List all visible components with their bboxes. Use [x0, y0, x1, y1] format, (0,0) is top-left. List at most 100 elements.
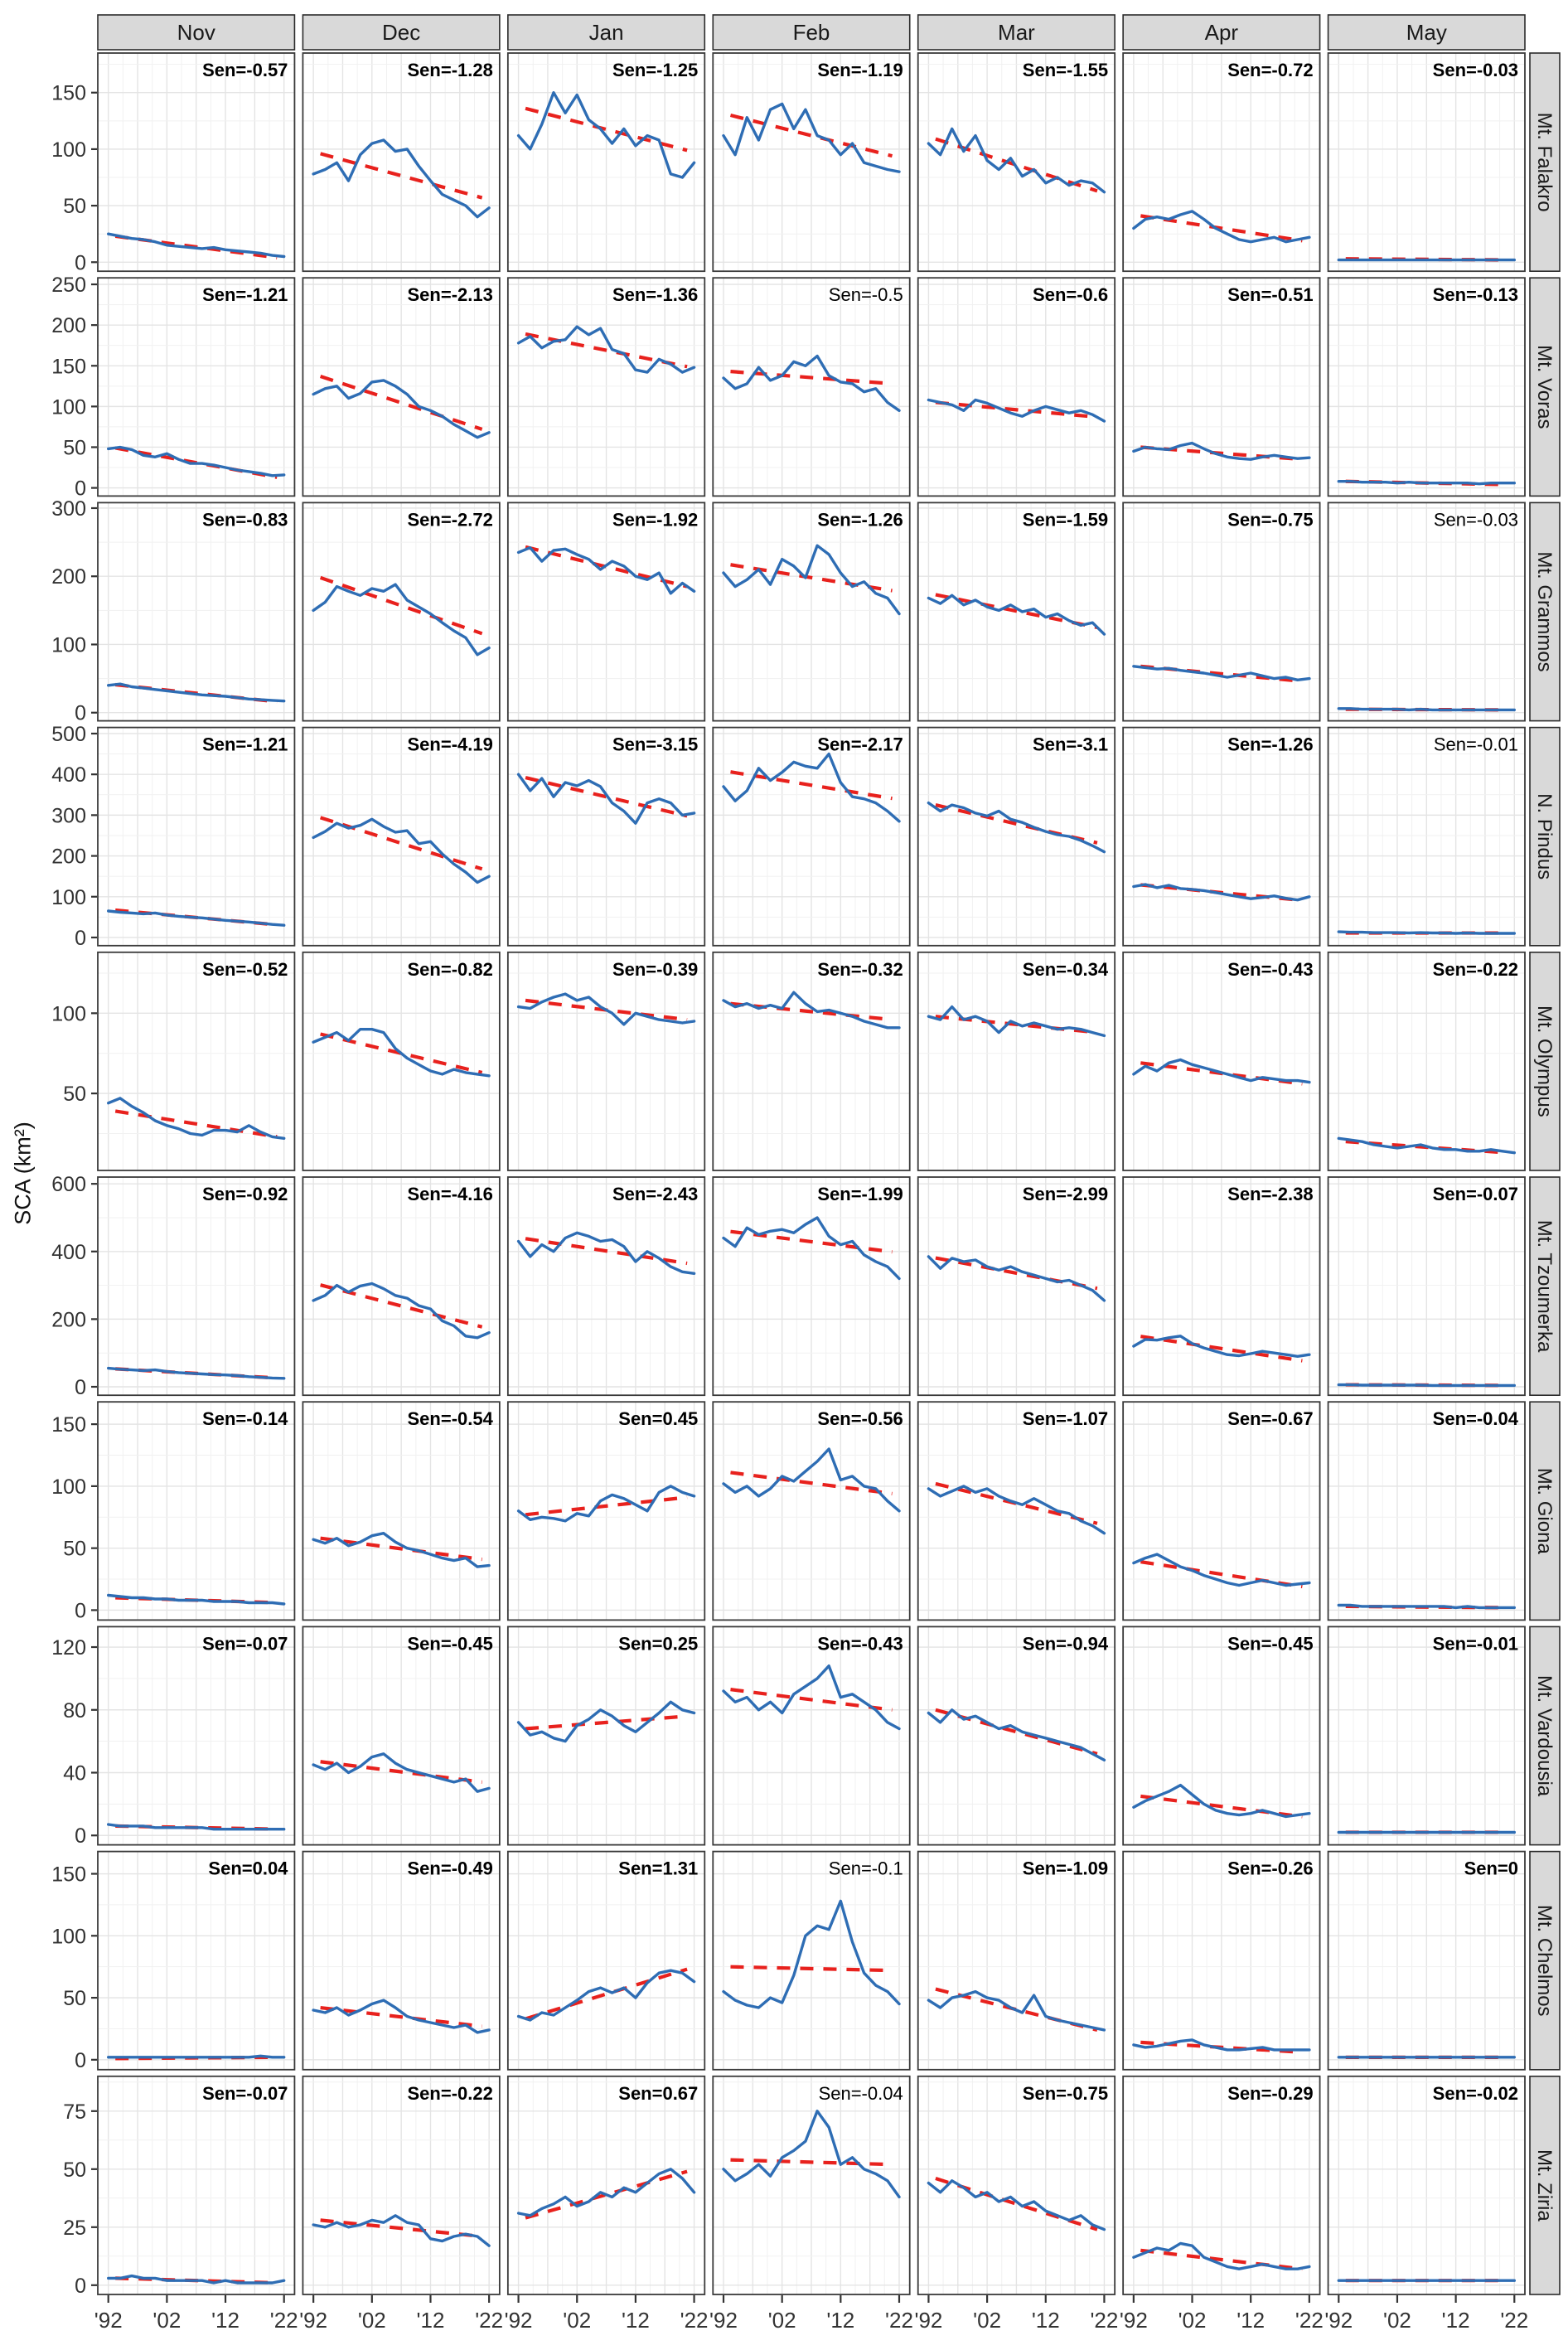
sca-series-line	[722, 2110, 901, 2199]
x-tick-label: '92	[94, 2308, 123, 2333]
sen-slope-label: Sen=-1.09	[1023, 1858, 1108, 1879]
sca-series-line	[106, 682, 286, 703]
sen-slope-label: Sen=-1.59	[1023, 509, 1108, 530]
y-tick-label: 100	[51, 1002, 86, 1025]
sen-slope-label: Sen=-1.28	[408, 60, 493, 80]
x-tick-label: '22	[885, 2308, 913, 2333]
trend-line	[320, 2005, 482, 2028]
facet-mt-chelmos-apr: Sen=-0.26	[1122, 1850, 1321, 2071]
sca-series-line	[106, 2274, 286, 2285]
facet-mt-olympus-dec: Sen=-0.82	[302, 951, 501, 1171]
facet-mt-tzoumerka-may: Sen=-0.07	[1327, 1176, 1526, 1397]
sen-slope-label: Sen=-1.26	[1227, 734, 1313, 755]
y-tick-label: 200	[51, 1308, 86, 1331]
sen-slope-label: Sen=0	[1464, 1858, 1518, 1879]
x-tick-label: '02	[973, 2308, 1001, 2333]
facet-mt-voras-nov: Sen=-1.21	[97, 277, 296, 497]
facet-mt-giona-apr: Sen=-0.67	[1122, 1401, 1321, 1621]
sca-series-line	[722, 1447, 901, 1513]
facet-mt-vardousia-dec: Sen=-0.45	[302, 1626, 501, 1846]
sca-series-line	[722, 1899, 901, 2009]
row-strip-label: Mt. Olympus	[1533, 1005, 1556, 1117]
facet-mt-voras-dec: Sen=-2.13	[302, 277, 501, 497]
sen-slope-label: Sen=-0.26	[1227, 1858, 1313, 1879]
facet-mt-chelmos-dec: Sen=-0.49	[302, 1850, 501, 2071]
sca-series-line	[1132, 1335, 1311, 1359]
y-tick-label: 75	[63, 2100, 86, 2124]
y-tick-label: 150	[51, 1863, 86, 1887]
y-tick-label: 200	[51, 314, 86, 337]
facet-n-pindus-nov: Sen=-1.21	[97, 726, 296, 947]
trend-line	[525, 776, 688, 818]
facet-mt-falakro-may: Sen=-0.03	[1327, 52, 1526, 273]
sca-series-line	[106, 1097, 286, 1141]
trend-line	[319, 575, 483, 636]
facet-mt-grammos-nov: Sen=-0.83	[97, 501, 296, 722]
column-strip-feb: Feb	[712, 14, 911, 51]
x-tick-label: '12	[1236, 2308, 1265, 2333]
x-axis: '92'02'12'22'92'02'12'22'92'02'12'22'92 '…	[94, 2295, 1528, 2333]
sen-slope-label: Sen=-0.56	[817, 1408, 903, 1429]
facet-mt-vardousia-apr: Sen=-0.45	[1122, 1626, 1321, 1846]
sen-slope-label: Sen=-0.07	[202, 2083, 288, 2104]
facet-mt-voras-may: Sen=-0.13	[1327, 277, 1526, 497]
facet-mt-falakro-apr: Sen=-0.72	[1122, 52, 1321, 273]
sca-series-line	[516, 1700, 696, 1743]
x-tick-label: '22	[1295, 2308, 1324, 2333]
sca-series-line	[1337, 1603, 1517, 1610]
x-tick-label: '22	[680, 2308, 709, 2333]
facet-mt-ziria-feb: Sen=-0.04	[712, 2075, 911, 2295]
row-strip-mt-vardousia: Mt. Vardousia	[1529, 1626, 1561, 1846]
row-strip-mt-grammos: Mt. Grammos	[1529, 501, 1561, 722]
trend-line	[730, 2158, 893, 2167]
sca-series-line	[927, 127, 1106, 194]
trend-line	[730, 770, 893, 801]
trend-line	[525, 2169, 688, 2220]
y-axis-mt-olympus: 50 100	[51, 1002, 97, 1106]
facet-n-pindus-dec: Sen=-4.19	[302, 726, 501, 947]
sca-series-line	[516, 773, 696, 825]
facet-mt-falakro-jan: Sen=-1.25	[506, 52, 706, 273]
trend-line	[525, 106, 688, 153]
y-axis-mt-voras: 0 50 100 150 200 250	[51, 274, 97, 501]
facet-n-pindus-jan: Sen=-3.15	[506, 726, 706, 947]
trend-line	[525, 1237, 688, 1266]
sen-slope-label: Sen=-0.34	[1023, 959, 1109, 980]
x-tick-label: '92	[1324, 2308, 1353, 2333]
x-tick-label: '92	[299, 2308, 327, 2333]
sen-slope-label: Sen=-0.22	[408, 2083, 493, 2104]
y-tick-label: 50	[63, 1538, 86, 1561]
column-strip-label: Jan	[589, 20, 624, 45]
sca-series-line	[1132, 883, 1311, 902]
sen-slope-label: Sen=-1.92	[612, 509, 698, 530]
sen-slope-label: Sen=-1.19	[817, 60, 903, 80]
trend-line	[320, 152, 483, 200]
sca-series-line	[1132, 210, 1311, 244]
trend-line	[730, 1001, 893, 1022]
facet-mt-voras-jan: Sen=-1.36	[506, 277, 706, 497]
facet-mt-vardousia-nov: Sen=-0.07	[97, 1626, 296, 1846]
sca-series-line	[106, 2054, 286, 2059]
sca-series-line	[927, 1255, 1106, 1302]
trend-line	[935, 400, 1098, 419]
x-tick-label: '22	[1500, 2308, 1528, 2333]
sen-slope-label: Sen=-0.45	[408, 1633, 493, 1654]
y-tick-label: 300	[51, 804, 86, 827]
sen-slope-label: Sen=0.67	[618, 2083, 698, 2104]
sen-slope-label: Sen=-0.82	[408, 959, 493, 980]
y-tick-label: 0	[75, 1824, 86, 1848]
facet-mt-chelmos-jan: Sen=1.31	[506, 1850, 706, 2071]
sca-series-line	[1337, 1383, 1517, 1388]
sca-series-line	[106, 232, 286, 259]
trend-line	[320, 1536, 482, 1562]
sen-slope-label: Sen=-0.04	[819, 2083, 903, 2104]
y-tick-label: 0	[75, 251, 86, 274]
row-strip-mt-tzoumerka: Mt. Tzoumerka	[1529, 1176, 1561, 1397]
y-tick-label: 100	[51, 138, 86, 162]
sen-slope-label: Sen=-0.43	[1227, 959, 1313, 980]
y-axis-mt-ziria: 0 25 50 75	[63, 2100, 97, 2298]
sen-slope-label: Sen=-0.22	[1433, 959, 1518, 980]
facet-mt-giona-may: Sen=-0.04	[1327, 1401, 1526, 1621]
sca-series-line	[722, 991, 901, 1030]
